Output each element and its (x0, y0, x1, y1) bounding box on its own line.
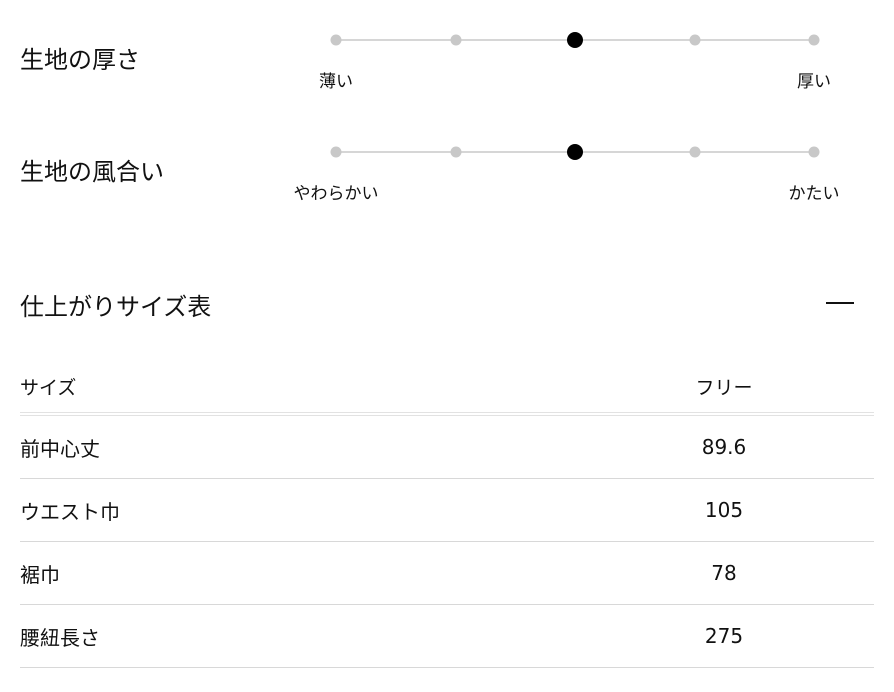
row-value: 275 (574, 604, 874, 668)
scale-dot (808, 34, 820, 46)
table-row: 裾巾 78 (20, 541, 874, 605)
scale-max-label: 厚い (797, 72, 831, 92)
row-label: 腰紐長さ (20, 604, 574, 668)
scale-dot (450, 146, 461, 158)
table-row: 腰紐長さ 275 (20, 604, 874, 668)
scale-dot-selected (567, 144, 583, 160)
row-value: 89.6 (574, 414, 874, 479)
row-value: 78 (574, 541, 874, 605)
scale-dot-selected (567, 32, 583, 48)
scale-min-label: やわらかい (293, 184, 379, 204)
size-table-title: 仕上がりサイズ表 (20, 293, 212, 321)
scale-dot (689, 146, 700, 158)
scale-dot (450, 34, 461, 46)
minus-icon[interactable] (826, 302, 854, 304)
scale-dot (689, 34, 700, 46)
row-value: 105 (574, 478, 874, 542)
scale-dot (808, 146, 820, 158)
scale-title: 生地の厚さ (20, 46, 140, 74)
size-table: サイズ フリー 前中心丈 89.6 ウエスト巾 105 裾巾 78 腰紐長さ 275 (20, 360, 874, 668)
row-label: 裾巾 (20, 541, 574, 605)
table-row: 前中心丈 89.6 (20, 414, 874, 479)
scale-dot (330, 146, 342, 158)
scale-dot (330, 34, 342, 46)
scale-title: 生地の風合い (20, 158, 164, 186)
scale-min-label: 薄い (319, 72, 353, 92)
table-header-row: サイズ フリー (20, 360, 874, 416)
header-label: サイズ (20, 360, 574, 416)
row-label: 前中心丈 (20, 414, 574, 479)
header-value: フリー (574, 360, 874, 416)
scale-max-label: かたい (788, 184, 840, 204)
table-row: ウエスト巾 105 (20, 478, 874, 542)
row-label: ウエスト巾 (20, 478, 574, 542)
